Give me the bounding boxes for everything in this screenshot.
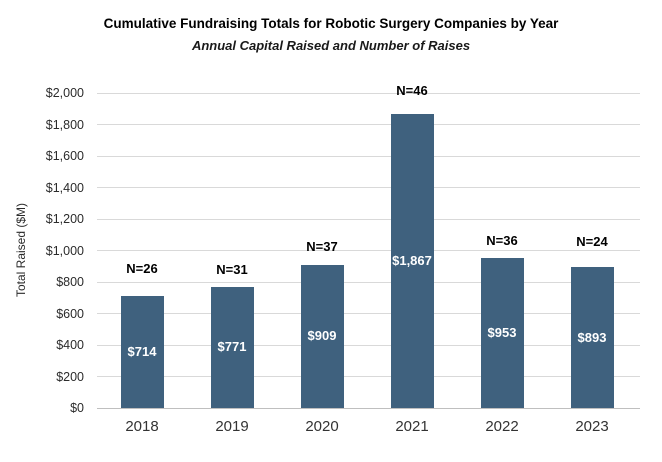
n-count-label: N=46 bbox=[396, 82, 428, 98]
n-count-label: N=26 bbox=[126, 260, 158, 276]
n-count-label: N=31 bbox=[216, 261, 248, 277]
bar-value-label: $953 bbox=[487, 324, 517, 340]
gridline bbox=[97, 187, 640, 188]
bar-2019 bbox=[210, 286, 254, 408]
bar-2021 bbox=[390, 113, 434, 408]
bar-value-label: $771 bbox=[217, 339, 247, 355]
y-tick-label: $1,200 bbox=[45, 212, 84, 226]
y-tick-label: $1,600 bbox=[45, 149, 84, 163]
gridline bbox=[97, 376, 640, 377]
bar-2018 bbox=[120, 295, 164, 408]
gridline bbox=[97, 92, 640, 94]
y-tick-label: $1,800 bbox=[45, 117, 84, 132]
gridline bbox=[97, 218, 640, 220]
bar-value-label: $893 bbox=[577, 329, 607, 345]
gridline bbox=[97, 313, 640, 314]
y-tick-label: $800 bbox=[56, 275, 84, 289]
n-count-label: N=24 bbox=[576, 234, 608, 250]
x-axis-label: 2019 bbox=[215, 418, 249, 435]
n-count-label: N=37 bbox=[306, 238, 338, 254]
bar-2023 bbox=[570, 267, 614, 408]
y-tick-label: $1,400 bbox=[45, 180, 84, 195]
chart-subtitle: Annual Capital Raised and Number of Rais… bbox=[191, 38, 471, 53]
y-tick-label: $0 bbox=[70, 401, 84, 415]
y-tick-label: $1,000 bbox=[45, 243, 84, 258]
gridline bbox=[97, 250, 640, 251]
bar-value-label: $714 bbox=[127, 343, 157, 359]
y-tick-label: $200 bbox=[56, 369, 84, 384]
y-tick-label: $2,000 bbox=[45, 86, 84, 100]
gridline bbox=[97, 344, 640, 346]
y-tick-label: $400 bbox=[56, 338, 84, 352]
bar-2020 bbox=[300, 264, 344, 408]
bar-2022 bbox=[480, 257, 524, 408]
x-axis-label: 2020 bbox=[305, 418, 339, 435]
x-axis-label: 2023 bbox=[575, 418, 609, 435]
gridline bbox=[97, 281, 640, 283]
x-axis-label: 2021 bbox=[395, 418, 429, 435]
chart-title: Cumulative Fundraising Totals for Roboti… bbox=[103, 16, 559, 31]
x-axis-line bbox=[97, 407, 640, 409]
gridline bbox=[97, 155, 640, 157]
x-axis-label: 2022 bbox=[485, 418, 519, 435]
n-count-label: N=36 bbox=[486, 232, 518, 248]
bar-value-label: $1,867 bbox=[392, 252, 432, 268]
y-tick-label: $600 bbox=[56, 306, 84, 321]
bar-value-label: $909 bbox=[307, 328, 337, 344]
gridline bbox=[97, 124, 640, 125]
x-axis-label: 2018 bbox=[125, 418, 159, 435]
